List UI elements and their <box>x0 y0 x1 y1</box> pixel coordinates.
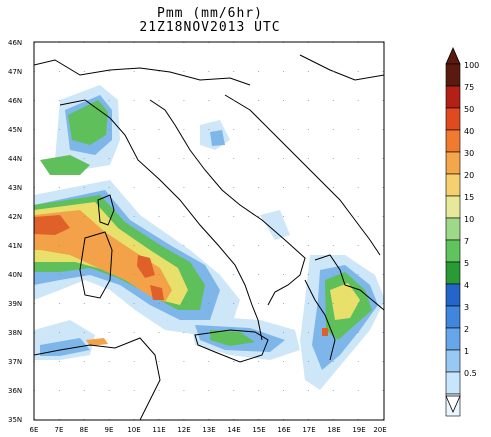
lon-label: 7E <box>55 426 64 434</box>
lon-label: 13E <box>202 426 215 434</box>
lat-label: 47N <box>8 68 22 76</box>
lon-labels: 6E 7E 8E 9E 10E 11E 12E 13E 14E 15E 16E … <box>30 426 387 434</box>
legend-label: 15 <box>464 193 474 202</box>
lon-label: 19E <box>352 426 365 434</box>
legend-label: 3 <box>464 303 469 312</box>
lon-label: 18E <box>327 426 340 434</box>
legend-label: 30 <box>464 149 474 158</box>
lat-label: 41N <box>8 242 22 250</box>
lat-label: 40N <box>8 271 22 279</box>
legend-top-arrow <box>445 47 461 65</box>
legend-label: 2 <box>464 325 469 334</box>
legend-label: 20 <box>464 171 474 180</box>
legend-label: 50 <box>464 105 474 114</box>
lat-labels: 46N 47N 46N 45N 44N 43N 42N 41N 40N 39N … <box>8 39 22 424</box>
lon-label: 6E <box>30 426 39 434</box>
legend-label: 1 <box>464 347 469 356</box>
lat-label: 37N <box>8 358 22 366</box>
legend-bottom-arrow <box>445 395 461 413</box>
lat-label: 42N <box>8 213 22 221</box>
legend-swatch <box>445 349 461 373</box>
legend-swatch <box>445 283 461 307</box>
legend-swatches <box>445 63 461 417</box>
lon-label: 20E <box>373 426 386 434</box>
legend-swatch <box>445 327 461 351</box>
lat-label: 38N <box>8 329 22 337</box>
lon-label: 12E <box>177 426 190 434</box>
lon-label: 11E <box>152 426 165 434</box>
legend-swatch <box>445 261 461 285</box>
lat-label: 45N <box>8 126 22 134</box>
chart-title: Pmm (mm/6hr) <box>157 6 263 21</box>
lon-label: 15E <box>252 426 265 434</box>
legend-swatch <box>445 63 461 87</box>
lat-label: 44N <box>8 155 22 163</box>
legend-swatch <box>445 173 461 197</box>
legend-labels: 100 75 50 40 30 20 15 10 7 5 4 3 2 1 0.5 <box>464 61 479 378</box>
lon-label: 9E <box>105 426 114 434</box>
chart-subtitle: 21Z18NOV2013 UTC <box>139 20 281 35</box>
map-frame <box>33 41 385 421</box>
lon-label: 17E <box>302 426 315 434</box>
lat-label: 46N <box>8 39 22 47</box>
legend-label: 10 <box>464 215 474 224</box>
legend-swatch <box>445 151 461 175</box>
legend-swatch <box>445 239 461 263</box>
legend-label: 75 <box>464 83 474 92</box>
lon-label: 10E <box>127 426 140 434</box>
legend-label: 100 <box>464 61 479 70</box>
lat-label: 39N <box>8 300 22 308</box>
legend-swatch <box>445 107 461 131</box>
legend-label: 0.5 <box>464 369 477 378</box>
legend-label: 4 <box>464 281 469 290</box>
legend-swatch <box>445 305 461 329</box>
map-field <box>34 42 384 420</box>
legend-label: 7 <box>464 237 469 246</box>
lat-label: 46N <box>8 97 22 105</box>
legend-label: 5 <box>464 259 469 268</box>
lon-label: 8E <box>80 426 89 434</box>
gridlines <box>34 42 384 420</box>
lat-label: 43N <box>8 184 22 192</box>
legend-swatch <box>445 195 461 219</box>
lat-label: 36N <box>8 387 22 395</box>
legend-swatch <box>445 85 461 109</box>
lon-label: 16E <box>277 426 290 434</box>
lat-label: 35N <box>8 416 22 424</box>
legend-swatch <box>445 371 461 395</box>
legend-swatch <box>445 129 461 153</box>
legend-label: 40 <box>464 127 474 136</box>
lon-label: 14E <box>227 426 240 434</box>
legend-swatch <box>445 217 461 241</box>
